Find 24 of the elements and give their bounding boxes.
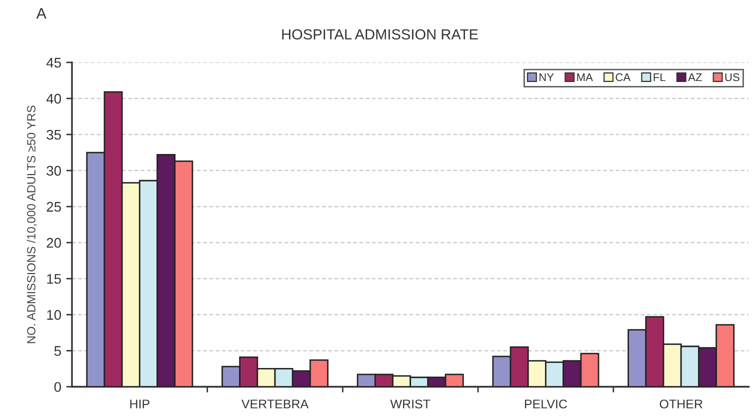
legend-label: CA	[616, 73, 631, 82]
x-tick-label: HIP	[130, 400, 150, 408]
legend-label: FL	[654, 73, 666, 82]
y-tick-label: 20	[46, 238, 62, 248]
legend-label: AZ	[688, 73, 702, 82]
y-tick-label: 5	[54, 346, 61, 356]
x-tick-label: VERTEBRA	[241, 400, 309, 408]
y-tick-label: 10	[47, 310, 62, 320]
y-tick-label: 35	[46, 130, 61, 140]
x-tick-label: PELVIC	[524, 400, 568, 408]
y-tick-label: 15	[47, 274, 61, 284]
y-tick-label: 0	[54, 382, 62, 392]
legend-label: NY	[540, 73, 554, 82]
x-tick-label: OTHER	[660, 400, 702, 408]
x-tick-label: WRIST	[390, 400, 430, 408]
legend-label: MA	[577, 73, 593, 82]
y-tick-label: 25	[46, 202, 61, 212]
y-tick-label: 40	[46, 94, 62, 104]
y-tick-label: 30	[46, 166, 62, 176]
chart-title: HOSPITAL ADMISSION RATE	[282, 29, 478, 40]
y-tick-label: 45	[46, 58, 61, 68]
text: A	[36, 8, 46, 19]
y-axis-title: NO. ADMISSIONS /10,000 ADULTS ≥50 YRS	[26, 106, 37, 344]
legend-label: US	[725, 73, 740, 82]
